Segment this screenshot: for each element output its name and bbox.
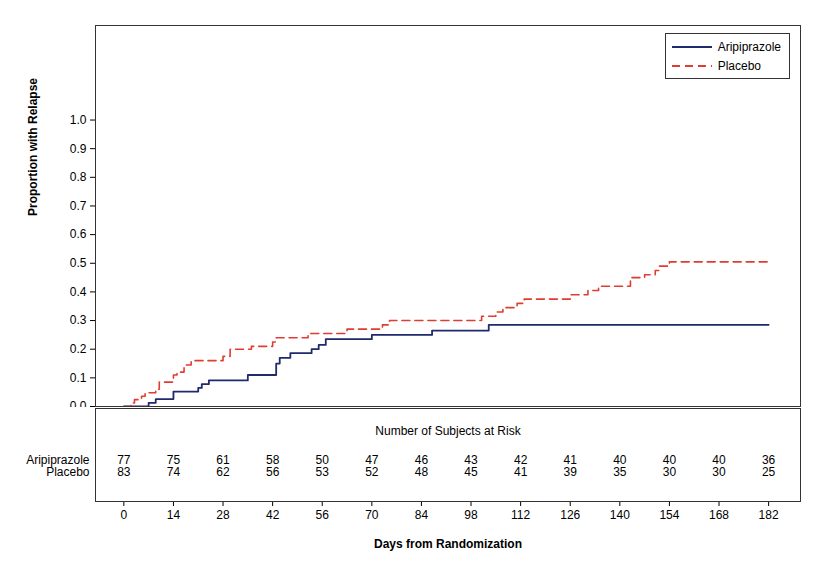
svg-text:40: 40 — [712, 453, 726, 468]
svg-text:45: 45 — [464, 465, 478, 479]
svg-text:168: 168 — [709, 508, 729, 522]
svg-text:40: 40 — [662, 453, 677, 468]
svg-text:61: 61 — [216, 453, 230, 468]
svg-text:47: 47 — [365, 453, 379, 468]
svg-text:0.0: 0.0 — [70, 399, 87, 407]
svg-text:53: 53 — [316, 465, 330, 479]
svg-text:74: 74 — [167, 465, 181, 479]
svg-text:42: 42 — [266, 508, 280, 522]
svg-text:154: 154 — [659, 508, 679, 522]
svg-text:48: 48 — [415, 465, 429, 479]
svg-text:83: 83 — [117, 465, 131, 479]
svg-text:0.4: 0.4 — [70, 285, 87, 299]
svg-text:28: 28 — [216, 508, 230, 522]
svg-text:1.0: 1.0 — [70, 113, 87, 127]
svg-text:126: 126 — [560, 508, 580, 522]
svg-text:56: 56 — [316, 508, 330, 522]
svg-text:50: 50 — [315, 453, 329, 468]
svg-text:Number of Subjects at Risk: Number of Subjects at Risk — [375, 424, 521, 438]
svg-text:Placebo: Placebo — [46, 465, 90, 479]
svg-text:43: 43 — [464, 453, 478, 468]
svg-text:35: 35 — [613, 465, 627, 479]
svg-text:41: 41 — [514, 465, 528, 479]
svg-text:0.1: 0.1 — [70, 371, 87, 385]
svg-text:0.8: 0.8 — [70, 170, 87, 184]
svg-text:0.9: 0.9 — [70, 142, 87, 156]
svg-text:84: 84 — [415, 508, 429, 522]
svg-text:0.6: 0.6 — [70, 227, 87, 241]
html-text:Aripiprazole: Aripiprazole — [717, 39, 781, 54]
svg-text:182: 182 — [759, 508, 779, 522]
svg-text:Aripiprazole: Aripiprazole — [26, 453, 90, 468]
html-text:Placebo: Placebo — [717, 58, 761, 73]
svg-text:70: 70 — [365, 508, 379, 522]
svg-text:39: 39 — [564, 465, 578, 479]
svg-text:0: 0 — [120, 508, 127, 522]
svg-text:77: 77 — [117, 453, 131, 468]
svg-text:42: 42 — [513, 453, 528, 468]
svg-text:0.7: 0.7 — [70, 199, 87, 213]
svg-text:30: 30 — [712, 465, 726, 479]
svg-text:30: 30 — [663, 465, 677, 479]
svg-text:14: 14 — [167, 508, 181, 522]
svg-text:112: 112 — [511, 508, 530, 522]
svg-text:46: 46 — [414, 453, 429, 468]
svg-text:58: 58 — [266, 453, 280, 468]
svg-text:Days from Randomization: Days from Randomization — [374, 537, 522, 551]
svg-text:Proportion with Relapse: Proportion with Relapse — [26, 78, 40, 216]
svg-text:52: 52 — [365, 465, 379, 479]
svg-text:0.5: 0.5 — [70, 256, 87, 270]
svg-text:75: 75 — [166, 453, 181, 468]
svg-text:0.3: 0.3 — [70, 313, 87, 327]
svg-text:41: 41 — [563, 453, 577, 468]
svg-text:62: 62 — [216, 465, 230, 479]
svg-text:0.2: 0.2 — [70, 342, 87, 356]
svg-text:36: 36 — [761, 453, 776, 468]
svg-text:140: 140 — [610, 508, 630, 522]
svg-text:56: 56 — [266, 465, 280, 479]
svg-text:25: 25 — [762, 465, 776, 479]
svg-text:40: 40 — [613, 453, 627, 468]
svg-text:98: 98 — [464, 508, 478, 522]
